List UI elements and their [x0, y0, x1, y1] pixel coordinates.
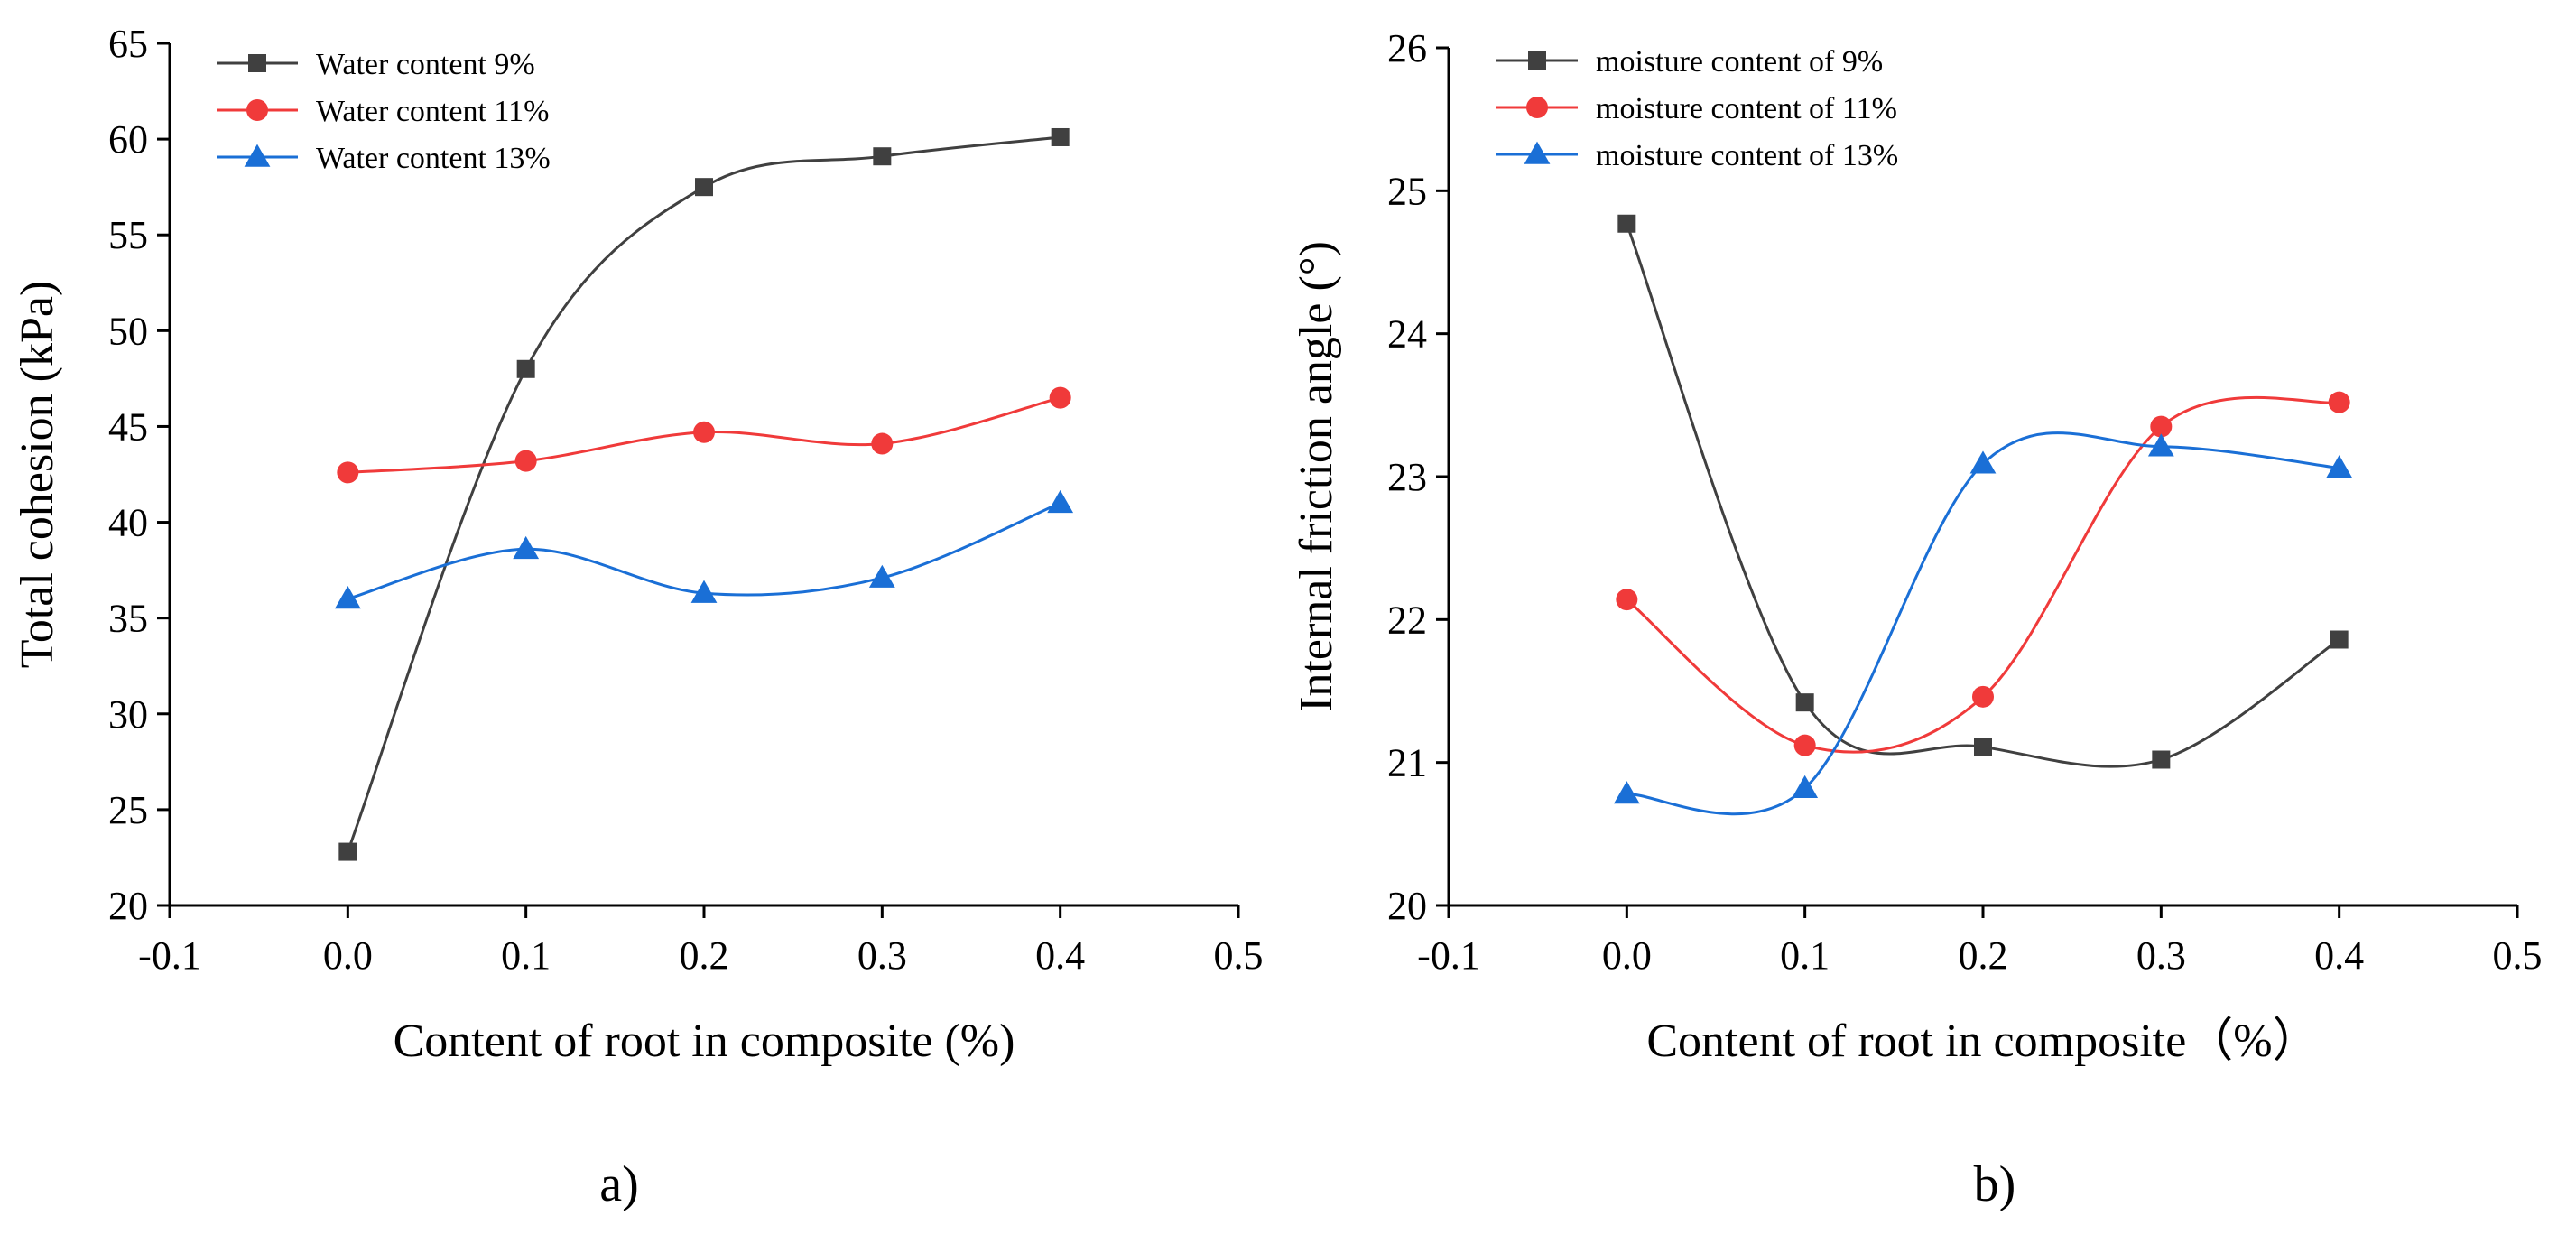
data-point-triangle	[690, 580, 718, 603]
legend-label: moisture content of 13%	[1596, 139, 1898, 172]
data-point-circle	[2150, 415, 2173, 438]
data-point-square	[1795, 693, 1814, 712]
y-tick-label: 65	[108, 22, 148, 66]
data-point-square	[2330, 630, 2349, 649]
y-tick-label: 25	[108, 788, 148, 832]
y-tick-label: 45	[108, 404, 148, 449]
legend-marker-triangle	[244, 144, 271, 167]
data-point-circle	[693, 421, 715, 443]
series-line	[1625, 223, 2340, 768]
x-tick-label: 0.1	[1780, 933, 1830, 978]
data-point-square	[695, 178, 713, 197]
data-point-circle	[514, 450, 537, 472]
data-point-triangle	[1613, 781, 1640, 804]
data-point-square	[1974, 738, 1992, 756]
legend-entry: Water content 9%	[217, 48, 535, 81]
data-point-circle	[1049, 386, 1071, 409]
legend-label: moisture content of 11%	[1596, 92, 1897, 125]
legend-entry: Water content 13%	[217, 142, 551, 175]
y-tick-label: 35	[108, 597, 148, 641]
y-tick-label: 25	[1387, 169, 1427, 213]
x-tick-label: 0.5	[1214, 933, 1264, 978]
y-tick-label: 26	[1387, 26, 1427, 70]
data-point-square	[873, 147, 892, 166]
x-tick-label: 0.0	[1602, 933, 1652, 978]
legend-entry: Water content 11%	[217, 95, 549, 128]
legend-marker-triangle	[1524, 141, 1551, 164]
x-tick-label: 0.2	[680, 933, 729, 978]
panel-b-friction-angle-chart: -0.1 0.0 0.1 0.2 0.3 0.4 0.5 20 21 22 23 24 25 26 Cont…	[1291, 26, 2543, 1067]
legend-marker-circle	[246, 99, 268, 121]
y-axis-title: Total cohesion (kPa)	[12, 281, 63, 669]
data-point-square	[2152, 750, 2171, 769]
series-square	[338, 127, 1070, 861]
series-circle	[337, 386, 1071, 484]
y-tick-label: 23	[1387, 455, 1427, 499]
legend-label: Water content 9%	[316, 48, 535, 81]
data-point-circle	[1972, 685, 1994, 708]
y-tick-label: 50	[108, 309, 148, 353]
data-point-square	[516, 359, 535, 378]
data-point-triangle	[1792, 775, 1819, 798]
data-point-triangle	[1047, 489, 1074, 514]
y-tick-label: 20	[108, 884, 148, 928]
data-point-square	[1617, 214, 1636, 233]
data-point-triangle	[2326, 455, 2353, 478]
data-point-circle	[2328, 391, 2350, 413]
data-point-square	[1051, 127, 1070, 146]
x-tick-label: 0.0	[323, 933, 373, 978]
legend-label: moisture content of 9%	[1596, 45, 1883, 79]
series-triangle	[334, 489, 1074, 609]
panel-a-cohesion-chart: -0.1 0.0 0.1 0.2 0.3 0.4 0.5 20 25 30 35 40 45 50 55 60…	[12, 22, 1264, 1067]
y-tick-label: 21	[1387, 741, 1427, 785]
data-point-triangle	[513, 535, 540, 560]
series-line	[1626, 431, 2340, 816]
x-tick-label: -0.1	[1417, 933, 1480, 978]
data-point-triangle	[2147, 433, 2174, 457]
series-circle	[1616, 391, 2350, 756]
y-tick-label: 40	[108, 501, 148, 545]
y-tick-label: 22	[1387, 598, 1427, 642]
data-point-square	[338, 842, 357, 861]
data-point-triangle	[868, 564, 895, 588]
data-point-circle	[871, 432, 894, 455]
legend-label: Water content 13%	[316, 142, 551, 175]
series-line	[346, 135, 1061, 853]
legend-marker-circle	[1526, 97, 1548, 118]
panel-a-caption: a)	[599, 1156, 639, 1212]
x-tick-label: -0.1	[138, 933, 201, 978]
y-tick-label: 20	[1387, 884, 1427, 928]
x-axis-title: Content of root in composite（%）	[1646, 1016, 2319, 1067]
x-tick-label: 0.2	[1959, 933, 2008, 978]
data-point-circle	[337, 461, 359, 484]
x-tick-label: 0.4	[2314, 933, 2364, 978]
series-square	[1617, 214, 2349, 769]
y-tick-label: 30	[108, 692, 148, 737]
x-tick-label: 0.3	[2136, 933, 2186, 978]
legend-label: Water content 11%	[316, 95, 549, 128]
legend-entry: moisture content of 11%	[1496, 92, 1897, 125]
y-tick-label: 24	[1387, 312, 1427, 357]
panel-b-caption: b)	[1974, 1156, 2016, 1212]
y-tick-label: 60	[108, 117, 148, 162]
series-triangle	[1613, 431, 2353, 816]
y-tick-label: 55	[108, 213, 148, 257]
x-tick-label: 0.5	[2493, 933, 2543, 978]
legend-entry: moisture content of 13%	[1496, 139, 1898, 172]
y-axis-title: Internal friction angle (°)	[1291, 241, 1342, 712]
data-point-triangle	[334, 586, 361, 609]
x-tick-label: 0.4	[1035, 933, 1085, 978]
x-tick-label: 0.1	[501, 933, 551, 978]
x-tick-label: 0.3	[857, 933, 907, 978]
x-axis-title: Content of root in composite (%)	[394, 1016, 1015, 1067]
legend-entry: moisture content of 9%	[1496, 45, 1883, 79]
legend-marker-square	[248, 54, 266, 72]
data-point-triangle	[1969, 450, 1997, 474]
legend-marker-square	[1528, 51, 1546, 70]
data-point-circle	[1616, 589, 1638, 611]
data-point-circle	[1793, 734, 1816, 756]
